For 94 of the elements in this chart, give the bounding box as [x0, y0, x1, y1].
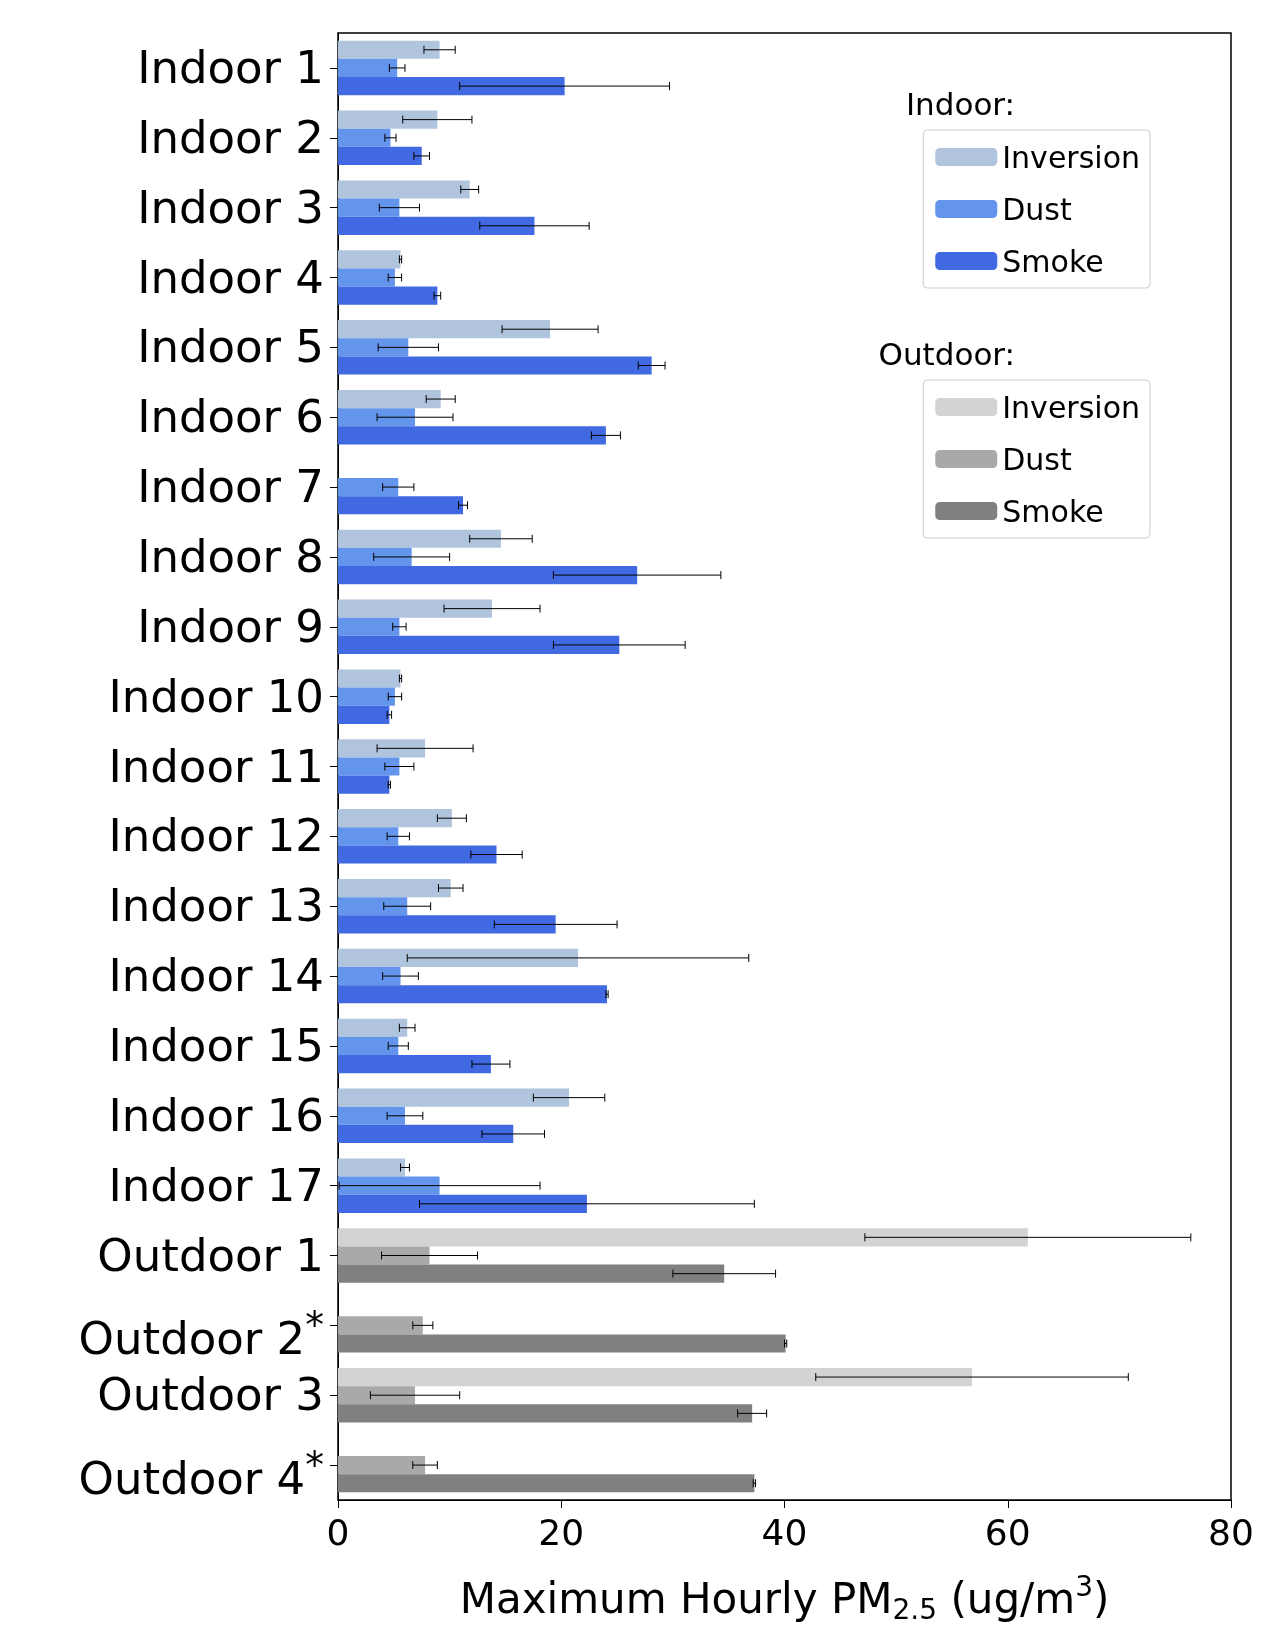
y-tick-label: Indoor 10	[108, 669, 324, 724]
bar	[338, 547, 412, 567]
legend-label: Inversion	[1002, 389, 1141, 425]
y-tick-label: Indoor 3	[137, 180, 324, 235]
y-tick-label: Outdoor 3	[97, 1368, 324, 1423]
bar	[338, 1316, 423, 1335]
bar	[338, 705, 390, 724]
bar	[338, 77, 565, 96]
bar	[338, 915, 556, 934]
annotation: Outdoor:	[878, 335, 1016, 372]
legend-label: Smoke	[1002, 243, 1104, 279]
y-tick-label: Indoor 16	[108, 1088, 324, 1143]
bar	[338, 1088, 570, 1107]
legend-label: Inversion	[1002, 139, 1141, 175]
bar	[338, 216, 535, 235]
bar	[338, 250, 401, 269]
bar	[338, 1055, 491, 1074]
bar	[338, 635, 620, 655]
x-tick-label: 60	[984, 1511, 1031, 1553]
bar	[338, 669, 401, 688]
bar	[338, 809, 452, 828]
x-tick-label: 80	[1208, 1511, 1254, 1553]
bar	[338, 566, 638, 585]
y-tick-label: Indoor 6	[137, 390, 324, 445]
bar	[338, 687, 395, 706]
bar	[338, 845, 497, 864]
bar	[338, 1228, 1028, 1247]
bar	[338, 1334, 786, 1353]
bar	[338, 286, 438, 305]
legend-label: Dust	[1002, 191, 1072, 227]
bar	[338, 338, 409, 357]
bar	[338, 198, 400, 217]
legend-label: Dust	[1002, 441, 1072, 477]
bar	[338, 1474, 755, 1493]
bar	[338, 1106, 405, 1125]
bar	[338, 128, 391, 147]
bar	[338, 477, 399, 497]
y-tick-label: Indoor 9	[137, 599, 324, 654]
y-tick-label: Outdoor 1	[97, 1228, 324, 1283]
bar	[338, 827, 399, 846]
x-tick-label: 0	[326, 1511, 350, 1553]
annotation: Indoor:	[905, 85, 1015, 122]
bar	[338, 110, 438, 129]
bar	[338, 268, 395, 287]
bar	[338, 1246, 430, 1265]
bar	[338, 320, 551, 339]
y-tick-label: Indoor 7	[137, 460, 324, 515]
y-tick-label: Indoor 17	[108, 1158, 324, 1213]
bar	[338, 40, 440, 59]
bar	[338, 496, 464, 515]
y-tick-label: Indoor 4	[137, 250, 324, 305]
bar	[338, 878, 451, 898]
bar	[338, 739, 426, 758]
bar	[338, 1386, 416, 1405]
bar	[338, 1158, 405, 1177]
y-tick-label: Indoor 13	[108, 879, 324, 934]
y-tick-label: Outdoor 4$^{*}$	[78, 1442, 324, 1507]
bar	[338, 1367, 973, 1387]
y-tick-label: Outdoor 2$^{*}$	[78, 1302, 324, 1367]
bar	[338, 58, 398, 78]
y-tick-label: Indoor 15	[108, 1018, 324, 1073]
bar	[338, 966, 401, 986]
y-tick-label: Indoor 2	[137, 110, 324, 165]
x-tick-label: 40	[761, 1511, 808, 1553]
bar	[338, 757, 400, 776]
bar	[338, 1194, 587, 1213]
bar	[338, 529, 501, 548]
bar	[338, 775, 390, 794]
bar	[338, 146, 422, 166]
y-tick-label: Indoor 1	[137, 40, 324, 95]
bar	[338, 1036, 399, 1056]
bar	[338, 948, 578, 967]
bar	[338, 1018, 408, 1037]
bar	[338, 617, 400, 636]
bar	[338, 408, 416, 427]
x-tick-label: 20	[538, 1511, 585, 1553]
bar	[338, 897, 408, 916]
bar	[338, 985, 608, 1004]
bar	[338, 1176, 440, 1195]
bar	[338, 426, 606, 445]
y-tick-label: Indoor 14	[108, 949, 324, 1004]
bar	[338, 1404, 753, 1423]
y-tick-label: Indoor 12	[108, 809, 324, 864]
bar	[338, 1264, 725, 1283]
bar	[338, 599, 493, 618]
y-tick-label: Indoor 11	[108, 739, 324, 794]
bar	[338, 356, 652, 375]
bar	[338, 1124, 514, 1144]
legend-label: Smoke	[1002, 493, 1104, 529]
bar	[338, 180, 470, 199]
y-tick-label: Indoor 8	[137, 529, 324, 584]
bar	[338, 1455, 426, 1475]
y-tick-label: Indoor 5	[137, 320, 324, 375]
bar	[338, 389, 441, 409]
